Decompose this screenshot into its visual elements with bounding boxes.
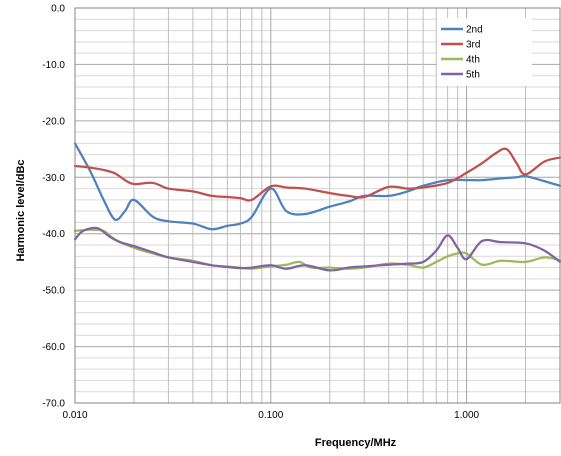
y-tick-label: 0.0 [51, 4, 65, 15]
legend-label-4th: 4th [466, 55, 480, 66]
y-tick-label: -20.0 [42, 116, 65, 127]
y-tick-label: -70.0 [42, 399, 65, 410]
y-tick-label: -60.0 [42, 342, 65, 353]
legend: 2nd 3rd 4th 5th [437, 18, 532, 86]
y-tick-label: -30.0 [42, 173, 65, 184]
legend-label-5th: 5th [466, 70, 480, 81]
x-tick-label: 1.000 [454, 410, 479, 421]
x-axis-title: Frequency/MHz [315, 437, 397, 449]
series-line-3rd [73, 147, 561, 202]
x-tick-label: 0.100 [258, 410, 283, 421]
y-tick-label: -10.0 [42, 60, 65, 71]
y-tick-label: -50.0 [42, 286, 65, 297]
y-tick-labels: 0.0 -10.0 -20.0 -30.0 -40.0 -50.0 -60.0 -70.0 [42, 4, 65, 410]
series-layer [73, 142, 561, 272]
series-line-5th [73, 226, 561, 272]
y-axis-title: Harmonic level/dBc [15, 159, 27, 261]
series-line-2nd [73, 142, 561, 231]
x-tick-labels: 0.010 0.100 1.000 [62, 410, 479, 421]
legend-label-2nd: 2nd [466, 25, 483, 36]
grid-lines [75, 8, 560, 403]
y-tick-label: -40.0 [42, 229, 65, 240]
plot-area-border [74, 7, 561, 404]
x-tick-label: 0.010 [62, 410, 87, 421]
legend-label-3rd: 3rd [466, 40, 480, 51]
